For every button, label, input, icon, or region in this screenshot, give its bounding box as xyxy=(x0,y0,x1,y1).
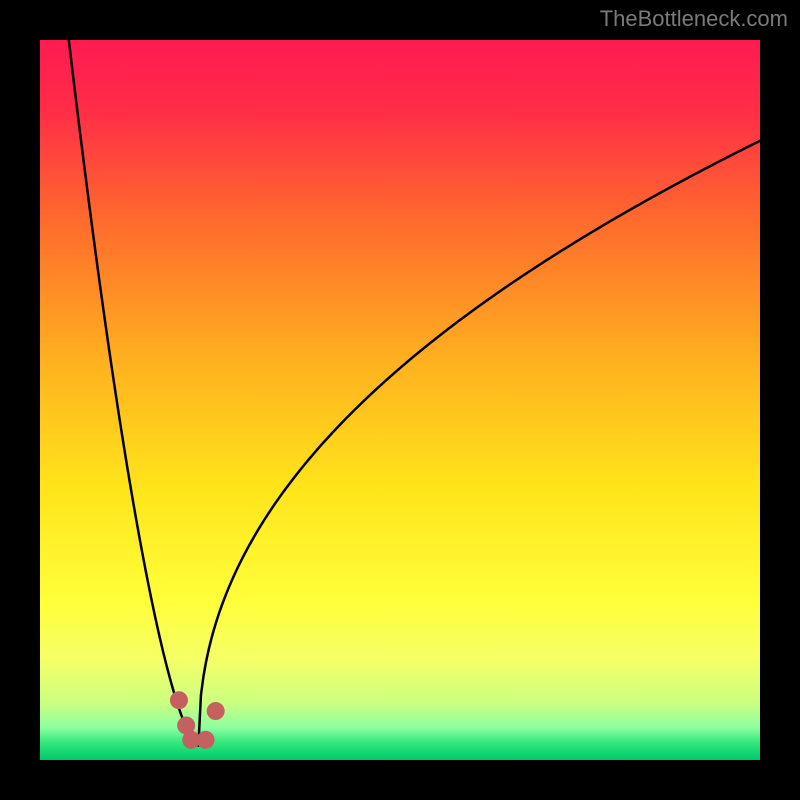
marker-point xyxy=(170,691,188,709)
bottleneck-curve-plot xyxy=(40,40,760,760)
marker-point xyxy=(197,731,215,749)
marker-point xyxy=(207,702,225,720)
watermark-text: TheBottleneck.com xyxy=(600,6,788,32)
chart-container: TheBottleneck.com xyxy=(0,0,800,800)
plot-background xyxy=(40,40,760,760)
